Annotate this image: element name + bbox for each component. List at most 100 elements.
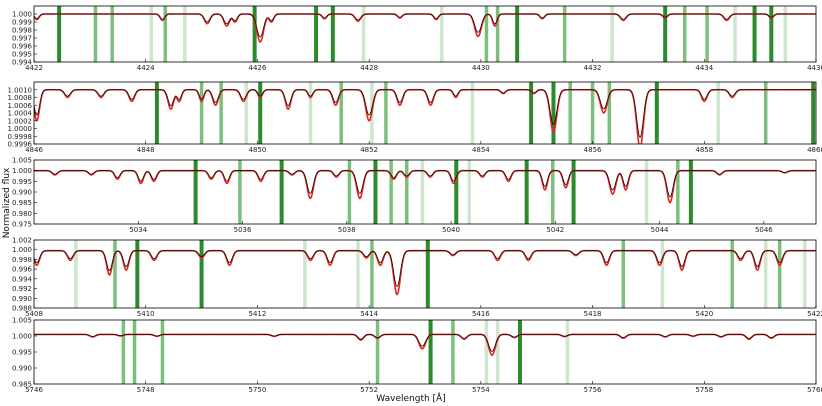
x-tick-label: 4426 [249, 64, 267, 72]
panel-frame [33, 319, 817, 385]
band-1 [57, 6, 62, 62]
band-14 [644, 160, 649, 224]
band-10 [467, 160, 472, 224]
band-4 [199, 240, 204, 308]
band-2 [199, 82, 204, 144]
y-tick-label: 0.996 [12, 266, 33, 274]
panel-frame [33, 239, 817, 309]
x-tick-label: 5758 [695, 386, 713, 394]
band-2 [113, 240, 117, 308]
y-tick-label: 0.988 [12, 305, 32, 313]
x-tick-label: 5748 [137, 386, 155, 394]
x-tick-label: 5418 [584, 310, 602, 318]
y-tick-label: 1.0008 [8, 94, 33, 102]
band-6 [389, 160, 393, 224]
x-tick-label: 5420 [695, 310, 713, 318]
x-tick-label: 4432 [584, 64, 602, 72]
observed-spectrum-line [34, 249, 816, 296]
model-spectrum-line [34, 170, 816, 198]
x-tick-label: 4436 [807, 64, 822, 72]
x-tick-label: 5046 [755, 226, 773, 234]
y-tick-label: 1.005 [12, 317, 32, 325]
band-8 [425, 240, 430, 308]
x-tick-label: 5754 [472, 386, 490, 394]
y-tick-label: 0.980 [12, 210, 32, 218]
band-9 [517, 320, 522, 384]
x-tick-label: 5038 [338, 226, 356, 234]
x-tick-label: 4850 [249, 146, 267, 154]
y-tick-label: 0.985 [12, 381, 32, 389]
band-9 [621, 240, 626, 308]
band-15 [562, 6, 567, 62]
band-16 [688, 160, 693, 224]
y-tick-label: 0.995 [12, 349, 32, 357]
y-tick-label: 1.000 [12, 167, 32, 175]
band-5 [303, 240, 307, 308]
panel-3: 5034 5036 5038 5040 5042 5044 5046 0.975 0.980 0.… [12, 157, 817, 234]
y-tick-label: 0.998 [12, 256, 32, 264]
band-12 [550, 160, 555, 224]
band-10 [470, 82, 475, 144]
band-10 [660, 240, 665, 308]
y-tick-label: 0.998 [12, 27, 32, 35]
band-14 [803, 240, 807, 308]
band-9 [454, 160, 459, 224]
band-8 [314, 6, 319, 62]
y-tick-label: 0.994 [12, 275, 33, 283]
band-12 [763, 240, 768, 308]
y-tick-label: 1.0000 [8, 125, 33, 133]
band-13 [495, 6, 500, 62]
x-tick-label: 5036 [234, 226, 252, 234]
band-7 [405, 160, 409, 224]
x-tick-label: 4424 [137, 64, 155, 72]
x-tick-label: 5756 [584, 386, 602, 394]
band-3 [219, 82, 223, 144]
band-13 [777, 240, 782, 308]
band-3 [110, 6, 114, 62]
y-tick-label: 0.985 [12, 199, 32, 207]
x-tick-label: 4434 [695, 64, 713, 72]
model-spectrum-line [34, 89, 816, 139]
x-tick-label: 4422 [25, 64, 43, 72]
band-14 [590, 82, 595, 144]
y-tick-label: 1.0006 [8, 102, 33, 110]
band-13 [571, 160, 576, 224]
band-20 [733, 6, 737, 62]
model-spectrum-line [34, 250, 816, 288]
band-19 [705, 6, 709, 62]
x-tick-label: 5410 [137, 310, 155, 318]
band-2 [132, 320, 137, 384]
band-3 [279, 160, 284, 224]
band-6 [183, 6, 187, 62]
x-tick-label: 5412 [249, 310, 267, 318]
band-8 [420, 160, 425, 224]
x-tick-label: 5752 [360, 386, 378, 394]
x-tick-label: 4858 [695, 146, 713, 154]
band-4 [375, 320, 380, 384]
y-tick-label: 1.005 [12, 157, 32, 165]
x-tick-label: 4848 [137, 146, 155, 154]
band-18 [763, 82, 768, 144]
y-tick-label: 0.999 [12, 19, 32, 27]
band-11 [440, 6, 444, 62]
x-tick-label: 5042 [546, 226, 564, 234]
band-7 [370, 240, 374, 308]
band-4 [244, 82, 249, 144]
observed-spectrum-line [34, 88, 816, 144]
x-tick-label: 5414 [360, 310, 378, 318]
band-10 [565, 320, 570, 384]
y-tick-label: 0.9996 [8, 141, 33, 149]
y-axis-label: Normalized flux [2, 167, 12, 238]
band-7 [484, 320, 489, 384]
band-3 [160, 320, 165, 384]
band-16 [610, 6, 614, 62]
y-tick-label: 1.000 [12, 246, 32, 254]
band-6 [451, 320, 455, 384]
y-tick-label: 1.002 [12, 237, 32, 245]
x-tick-label: 5750 [249, 386, 267, 394]
band-9 [384, 82, 388, 144]
x-tick-label: 5408 [25, 310, 43, 318]
